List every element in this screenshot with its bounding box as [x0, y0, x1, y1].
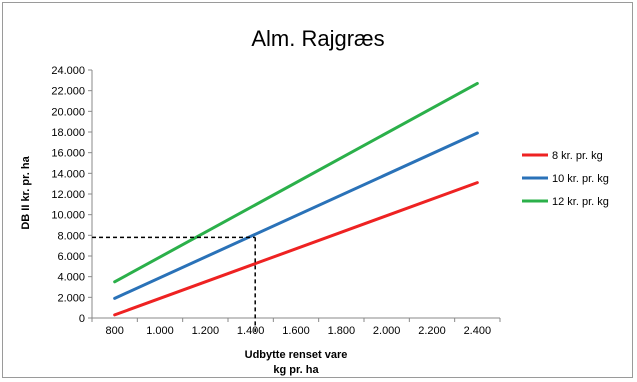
legend-label-3: 12 kr. pr. kg	[552, 196, 609, 208]
y-tick-label: 20.000	[51, 106, 85, 118]
y-tick-label: 24.000	[51, 65, 85, 77]
series-line-2	[113, 131, 479, 300]
y-tick-label: 4.000	[57, 272, 85, 284]
series-line-3	[113, 81, 479, 284]
y-tick-label: 14.000	[51, 168, 85, 180]
y-tick-label: 2.000	[57, 292, 85, 304]
x-tick-label: 2.000	[373, 325, 401, 337]
y-tick-label: 10.000	[51, 210, 85, 222]
x-tick-label: 1.200	[192, 325, 220, 337]
x-axis-label-line-2: kg pr. ha	[273, 364, 319, 376]
chart-title: Alm. Rajgræs	[251, 26, 384, 51]
x-tick-label: 2.400	[464, 325, 492, 337]
legend-label-1: 8 kr. pr. kg	[552, 150, 603, 162]
chart-frame	[2, 2, 633, 378]
x-tick-label: 1.800	[328, 325, 356, 337]
y-ticks: 0 2.000 4.000 6.000 8.000 10.000 12.000 14.000 1…	[51, 65, 92, 325]
legend-label-2: 10 kr. pr. kg	[552, 173, 609, 185]
legend: 8 kr. pr. kg 10 kr. pr. kg 12 kr. pr. kg	[522, 150, 609, 208]
y-tick-label: 22.000	[51, 86, 85, 98]
y-tick-label: 16.000	[51, 148, 85, 160]
x-tick-label: 2.200	[418, 325, 446, 337]
y-axis-label: DB II kr. pr. ha	[20, 155, 32, 229]
x-axis-label-line-1: Udbytte renset vare	[245, 349, 348, 361]
y-tick-label: 0	[79, 313, 85, 325]
y-tick-label: 12.000	[51, 189, 85, 201]
y-tick-label: 18.000	[51, 127, 85, 139]
x-tick-label: 1.000	[146, 325, 174, 337]
y-tick-label: 8.000	[57, 230, 85, 242]
y-tick-label: 6.000	[57, 251, 85, 263]
series-line-1	[113, 181, 479, 317]
x-ticks: 800 1.000 1.200 1.400 1.600 1.800 2.000 2.200 2.…	[91, 318, 501, 337]
x-tick-label: 1.600	[282, 325, 310, 337]
series-lines	[113, 81, 479, 317]
x-tick-label: 800	[105, 325, 123, 337]
x-tick-label: 1.400	[237, 325, 265, 337]
reference-lines	[92, 236, 256, 332]
